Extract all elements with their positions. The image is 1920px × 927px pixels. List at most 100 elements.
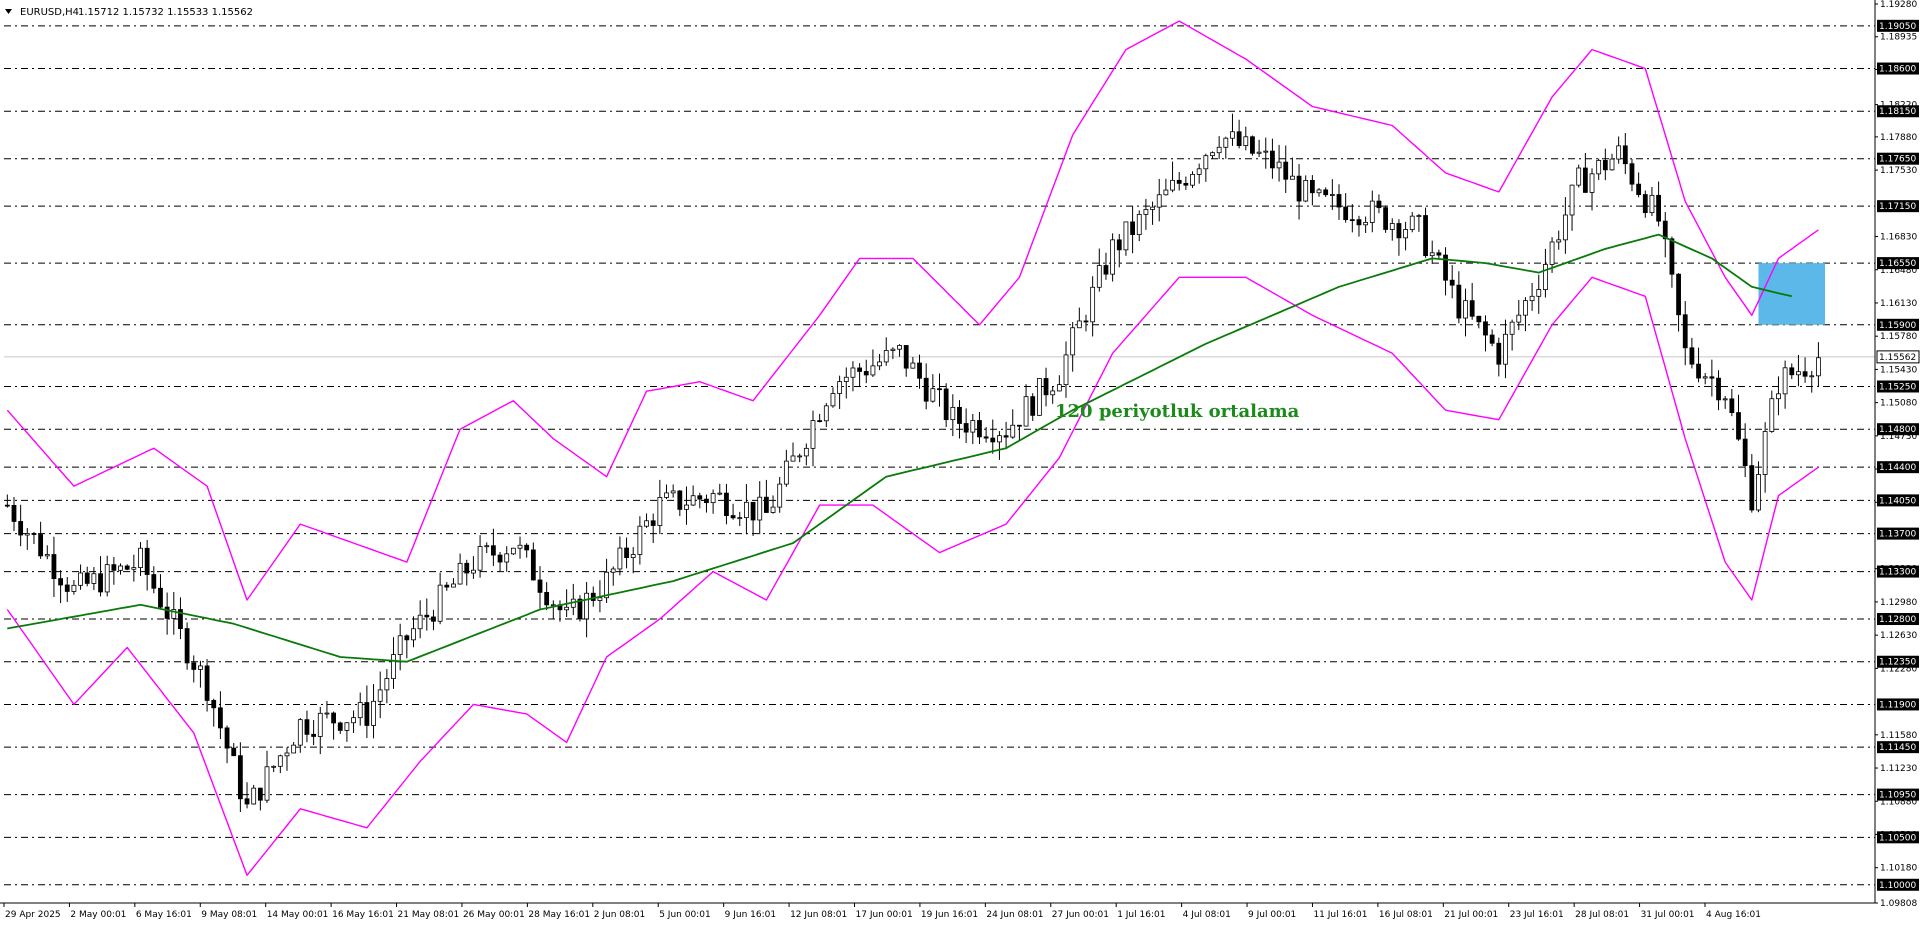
candle-body — [297, 719, 303, 746]
candle — [1083, 314, 1089, 332]
candle-body — [970, 420, 976, 433]
candle-body — [710, 493, 716, 504]
candle-body — [1236, 131, 1242, 147]
candle — [950, 394, 956, 437]
candle — [78, 564, 83, 590]
candle-body — [1003, 435, 1009, 438]
candle — [937, 373, 942, 407]
candle-body — [84, 572, 90, 584]
candle — [1602, 148, 1608, 181]
candle-body — [1096, 265, 1102, 288]
candle-body — [457, 562, 463, 585]
candle — [1662, 212, 1668, 258]
candle — [451, 578, 456, 588]
candle-body — [1030, 396, 1036, 416]
candle — [1469, 283, 1475, 320]
candle-body — [1642, 194, 1648, 214]
x-tick-label: 21 Jul 00:01 — [1444, 910, 1498, 920]
candle — [970, 413, 976, 445]
candle — [484, 542, 490, 554]
price-axis[interactable]: 1.192801.189351.185901.182201.178801.175… — [1875, 0, 1920, 909]
candle — [1170, 161, 1175, 193]
candle — [624, 537, 629, 569]
candle-body — [690, 495, 696, 506]
candle — [1050, 386, 1056, 404]
candle — [1596, 158, 1602, 180]
candle-body — [1316, 189, 1322, 194]
candle-body — [510, 547, 516, 555]
candle — [1183, 176, 1189, 190]
candle — [1436, 249, 1442, 259]
candle — [1696, 347, 1701, 383]
candle — [1582, 152, 1588, 193]
x-tick-label: 17 Jun 00:01 — [856, 910, 913, 920]
candle-body — [530, 549, 536, 581]
candle — [1236, 119, 1242, 149]
y-tick-label: 1.17530 — [1880, 166, 1917, 176]
candle-body — [1256, 151, 1262, 154]
candle — [464, 559, 470, 586]
candle — [1656, 181, 1662, 227]
candle-body — [1789, 367, 1795, 376]
candle — [1682, 301, 1688, 366]
level-price-box — [1877, 613, 1919, 626]
triangle-down-icon[interactable] — [5, 9, 12, 14]
candle-body — [424, 614, 430, 618]
chart-frame — [0, 0, 1876, 904]
candle — [857, 363, 862, 387]
candle-body — [404, 635, 410, 641]
candle-body — [104, 564, 110, 593]
candle-body — [171, 609, 177, 619]
level-price-box — [1877, 105, 1919, 118]
candle-body — [1702, 376, 1708, 379]
candle — [1523, 297, 1528, 332]
candle — [1343, 193, 1349, 223]
candle-body — [963, 423, 969, 433]
candle-body — [1336, 194, 1342, 208]
candle-body — [317, 712, 323, 737]
candle-body — [1602, 160, 1608, 171]
level-price-box — [1877, 741, 1919, 754]
candle — [284, 747, 290, 771]
candle — [1816, 342, 1821, 387]
candle — [897, 344, 902, 357]
candle — [1216, 136, 1222, 159]
candle-body — [284, 752, 290, 757]
candle — [1543, 248, 1548, 298]
candle — [191, 655, 197, 683]
candle — [277, 754, 283, 774]
candle-body — [1083, 320, 1089, 323]
candle-body — [1349, 219, 1355, 222]
candle — [544, 582, 550, 611]
candle — [1416, 213, 1422, 232]
candle — [797, 453, 803, 463]
level-price-label: 1.11450 — [1879, 743, 1916, 753]
candle — [1676, 273, 1681, 332]
candle-body — [64, 584, 70, 592]
candle — [517, 536, 523, 559]
time-axis[interactable]: 29 Apr 2025 2 May 00:01 6 May 16:01 9 May 0… — [3, 903, 1761, 920]
y-tick-label: 1.12630 — [1880, 631, 1917, 641]
candle — [411, 616, 416, 648]
candle — [957, 400, 962, 439]
y-tick-label: 1.17880 — [1880, 133, 1917, 143]
x-tick-label: 21 May 08:01 — [398, 910, 460, 920]
candle — [1629, 159, 1635, 192]
x-tick-label: 19 Jun 16:01 — [921, 910, 978, 920]
candle-body — [1296, 175, 1302, 202]
candle-body — [1130, 221, 1135, 235]
candle-body — [397, 635, 403, 655]
candle — [477, 535, 483, 578]
candle — [1063, 341, 1069, 398]
candle-body — [1283, 161, 1289, 180]
candle — [1116, 233, 1122, 268]
candle — [1742, 423, 1748, 478]
candle-body — [1523, 300, 1528, 316]
candle — [337, 721, 343, 734]
candle-body — [1076, 320, 1082, 329]
candle — [930, 374, 936, 403]
candle-body — [1396, 223, 1402, 239]
candle — [1336, 184, 1342, 220]
candle-body — [617, 547, 623, 570]
